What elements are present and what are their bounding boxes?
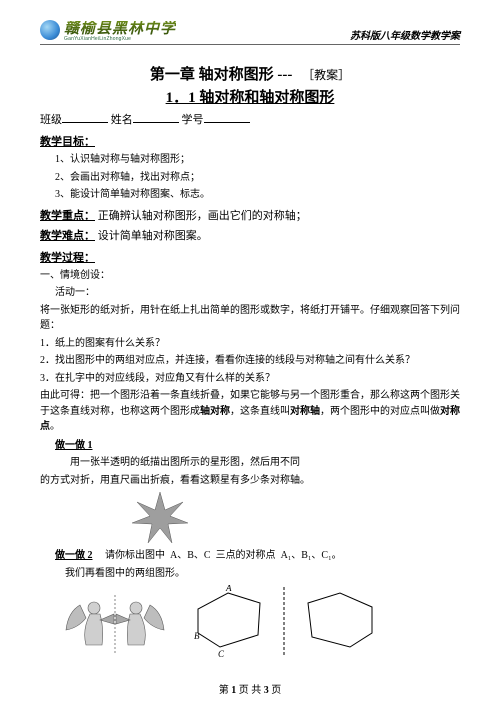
goals-body: 1、认识轴对称与轴对称图形； 2、会画出对称轴，找出对称点； 3、能设计简单轴对… (40, 152, 460, 203)
footer-page: 1 (231, 685, 236, 696)
process-conclusion: 由此可得：把一个图形沿着一条直线折叠，如果它能够与另一个图形重合，那么称这两个图… (40, 388, 460, 435)
try2-intro-b: 三点的对称点 (216, 550, 276, 561)
angels-figure (60, 590, 170, 660)
try2-pts2: A₁、B₁、C₁。 (281, 550, 342, 561)
conc-text-3: ，两个图形中的对应点叫做 (320, 406, 440, 417)
header: 赣榆县黑林中学 GanYuXianHeiLinZhongXue 苏科版八年级数学… (40, 14, 460, 45)
bottom-figures: A B C (60, 585, 460, 665)
logo: 赣榆县黑林中学 GanYuXianHeiLinZhongXue (40, 17, 176, 42)
logo-script: 赣榆县黑林中学 (64, 21, 176, 37)
footer-a: 第 (219, 685, 229, 696)
process-q1: 1．纸上的图案有什么关系？ (40, 336, 460, 352)
page: 赣榆县黑林中学 GanYuXianHeiLinZhongXue 苏科版八年级数学… (0, 0, 500, 706)
label-name: 姓名 (111, 114, 133, 126)
try2-block: 做一做 2 请你标出图中 A、B、C 三点的对称点 A₁、B₁、C₁。 我们再看… (40, 548, 460, 581)
page-footer: 第 1 页 共 3 页 (0, 681, 500, 696)
star-icon (130, 490, 190, 545)
title-block: 第一章 轴对称图形 --- ［教案］ 1．1 轴对称和轴对称图形 (40, 63, 460, 107)
process-sec1: 一、情境创设： (40, 268, 460, 284)
keypoint-label: 教学重点： (40, 210, 95, 222)
try2-pts1: A、B、C (170, 550, 211, 561)
try2-line: 做一做 2 请你标出图中 A、B、C 三点的对称点 A₁、B₁、C₁。 (40, 548, 460, 564)
footer-c: 页 (271, 685, 281, 696)
goal-3: 3、能设计简单轴对称图案、标志。 (40, 187, 460, 203)
keypoint-text: 正确辨认轴对称图形，画出它们的对称轴； (98, 210, 307, 222)
chapter-title-note: ［教案］ (302, 68, 350, 82)
try1-p2: 的方式对折，用直尺画出折痕，看看这颗星有多少条对称轴。 (40, 473, 460, 489)
keyword-1: 轴对称 (200, 406, 230, 417)
label-class: 班级 (40, 114, 62, 126)
try1-head: 做一做 1 (40, 438, 460, 454)
polygons-figure: A B C (190, 585, 390, 665)
try2-look: 我们再看图中的两组图形。 (40, 566, 460, 582)
keyword-2: 对称轴 (290, 406, 320, 417)
star-figure (130, 490, 460, 545)
process-q3: 3．在扎字中的对应线段，对应角又有什么样的关系？ (40, 371, 460, 387)
activity-1: 活动一： (40, 285, 460, 301)
footer-b: 页 共 (239, 685, 262, 696)
process-q2: 2．找出图形中的两组对应点，并连接，看看你连接的线段与对称轴之间有什么关系？ (40, 353, 460, 369)
heading-goals: 教学目标： (40, 133, 460, 149)
blank-name (133, 112, 179, 123)
logo-text: 赣榆县黑林中学 GanYuXianHeiLinZhongXue (64, 17, 176, 42)
difficulty-label: 教学难点： (40, 230, 95, 242)
chapter-title-main: 第一章 轴对称图形 --- (150, 67, 293, 83)
blank-id (204, 112, 250, 123)
try2-head: 做一做 2 (55, 550, 93, 561)
difficulty-text: 设计简单轴对称图案。 (98, 230, 208, 242)
try2-intro-a: 请你标出图中 (105, 550, 165, 561)
goal-2: 2、会画出对称轴，找出对称点； (40, 170, 460, 186)
footer-total: 3 (264, 685, 269, 696)
svg-text:B: B (194, 631, 200, 641)
student-info-line: 班级 姓名 学号 (40, 111, 460, 127)
blank-class (62, 112, 108, 123)
chapter-title: 第一章 轴对称图形 --- ［教案］ (40, 63, 460, 84)
logo-swirl-icon (40, 20, 60, 40)
difficulty-line: 教学难点： 设计简单轴对称图案。 (40, 227, 460, 243)
svg-text:C: C (218, 649, 225, 659)
keypoint-line: 教学重点： 正确辨认轴对称图形，画出它们的对称轴； (40, 207, 460, 223)
label-id: 学号 (182, 114, 204, 126)
svg-text:A: A (225, 585, 232, 593)
section-title: 1．1 轴对称和轴对称图形 (40, 86, 460, 107)
conc-period: 。 (50, 421, 60, 432)
process-body: 一、情境创设： 活动一： 将一张矩形的纸对折，用针在纸上扎出简单的图形或数字，将… (40, 268, 460, 435)
try1-p1: 用一张半透明的纸描出图所示的星形图，然后用不同 (40, 455, 460, 471)
try1-block: 做一做 1 用一张半透明的纸描出图所示的星形图，然后用不同 的方式对折，用直尺画… (40, 438, 460, 489)
header-right-text: 苏科版八年级数学教学案 (350, 27, 460, 42)
process-p1: 将一张矩形的纸对折，用针在纸上扎出简单的图形或数字，将纸打开铺平。仔细观察回答下… (40, 303, 460, 334)
conc-text-2: ，这条直线叫 (230, 406, 290, 417)
goal-1: 1、认识轴对称与轴对称图形； (40, 152, 460, 168)
heading-process: 教学过程： (40, 249, 460, 265)
